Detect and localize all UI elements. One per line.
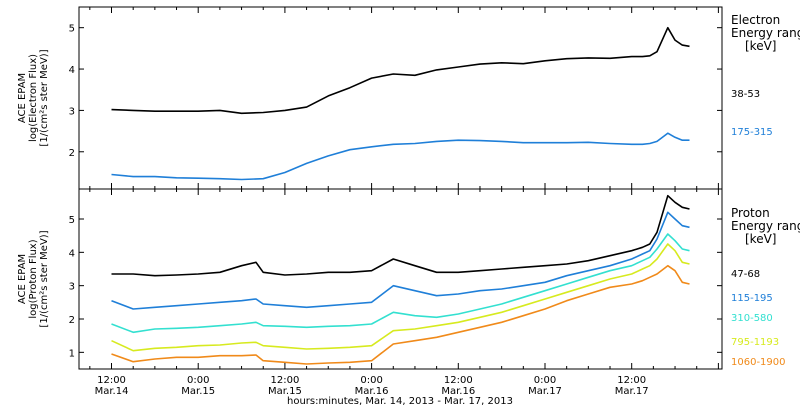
electron-legend: Electron Energy range [keV]: [731, 13, 800, 53]
proton-legend-title-1: Proton: [731, 206, 770, 220]
electron-ylabel-line-1: ACE EPAM: [17, 73, 28, 123]
series-line-38-53: [111, 26, 690, 115]
x-tick-date-label: Mar.15: [181, 386, 215, 397]
x-tick-date-label: Mar.16: [441, 386, 475, 397]
x-tick-time-label: 12:00: [617, 375, 646, 386]
x-tick-time-label: 12:00: [444, 375, 473, 386]
series-line-47-68: [111, 194, 690, 277]
x-tick-time-label: 0:00: [534, 375, 556, 386]
chart-marks: 2 3 4 5 38-53 175-315 1 2 3 4 5 47-68 115-195 310-580…: [69, 7, 786, 397]
y-tick-label: 3: [69, 106, 75, 117]
proton-legend-title-2: Energy range: [731, 219, 800, 233]
x-tick-date-label: Mar.14: [95, 386, 129, 397]
electron-ylabel-line-3: [1/(cm²s ster MeV)]: [39, 49, 50, 146]
y-tick-label: 4: [69, 248, 75, 259]
y-tick-label: 2: [69, 148, 75, 159]
x-tick-time-label: 0:00: [187, 375, 209, 386]
series-line-310-580: [111, 233, 690, 334]
series-line-115-195: [111, 211, 690, 310]
series-line-1060-1900: [111, 264, 690, 365]
proton-legend-title-3: [keV]: [745, 232, 776, 246]
proton-ylabel: ACE EPAM log(Proton Flux) [1/(cm²s ster …: [17, 230, 50, 327]
electron-ylabel-line-2: log(Electron Flux): [28, 54, 39, 142]
y-tick-label: 5: [69, 215, 75, 226]
x-tick-date-label: Mar.16: [355, 386, 389, 397]
series-line-175-315: [111, 132, 690, 181]
y-tick-label: 5: [69, 24, 75, 35]
legend-item-310-580: 310-580: [731, 313, 773, 324]
proton-ylabel-line-3: [1/(cm²s ster MeV)]: [39, 230, 50, 327]
y-tick-label: 1: [69, 348, 75, 359]
legend-item-47-68: 47-68: [731, 269, 760, 280]
electron-ylabel: ACE EPAM log(Electron Flux) [1/(cm²s ste…: [17, 49, 50, 146]
proton-plot-frame: [78, 188, 723, 370]
legend-item-1060-1900: 1060-1900: [731, 357, 786, 368]
legend-item-795-1193: 795-1193: [731, 337, 779, 348]
series-line-795-1193: [111, 243, 690, 352]
legend-item-115-195: 115-195: [731, 293, 773, 304]
x-tick-time-label: 0:00: [360, 375, 382, 386]
electron-plot-frame: [78, 6, 723, 190]
electron-legend-title-1: Electron: [731, 13, 780, 27]
electron-legend-title-2: Energy range: [731, 26, 800, 40]
y-tick-label: 3: [69, 282, 75, 293]
proton-ylabel-line-1: ACE EPAM: [17, 254, 28, 304]
proton-legend: Proton Energy range [keV]: [731, 206, 800, 246]
y-tick-label: 4: [69, 65, 75, 76]
x-axis-title: hours:minutes, Mar. 14, 2013 - Mar. 17, …: [287, 396, 513, 407]
x-tick-time-label: 12:00: [270, 375, 299, 386]
proton-ylabel-line-2: log(Proton Flux): [28, 239, 39, 318]
x-tick-date-label: Mar.17: [615, 386, 649, 397]
x-tick-time-label: 12:00: [97, 375, 126, 386]
x-tick-date-label: Mar.17: [528, 386, 562, 397]
x-tick-date-label: Mar.15: [268, 386, 302, 397]
legend-item-38-53: 38-53: [731, 89, 760, 100]
y-tick-label: 2: [69, 315, 75, 326]
electron-legend-title-3: [keV]: [745, 39, 776, 53]
legend-item-175-315: 175-315: [731, 127, 773, 138]
